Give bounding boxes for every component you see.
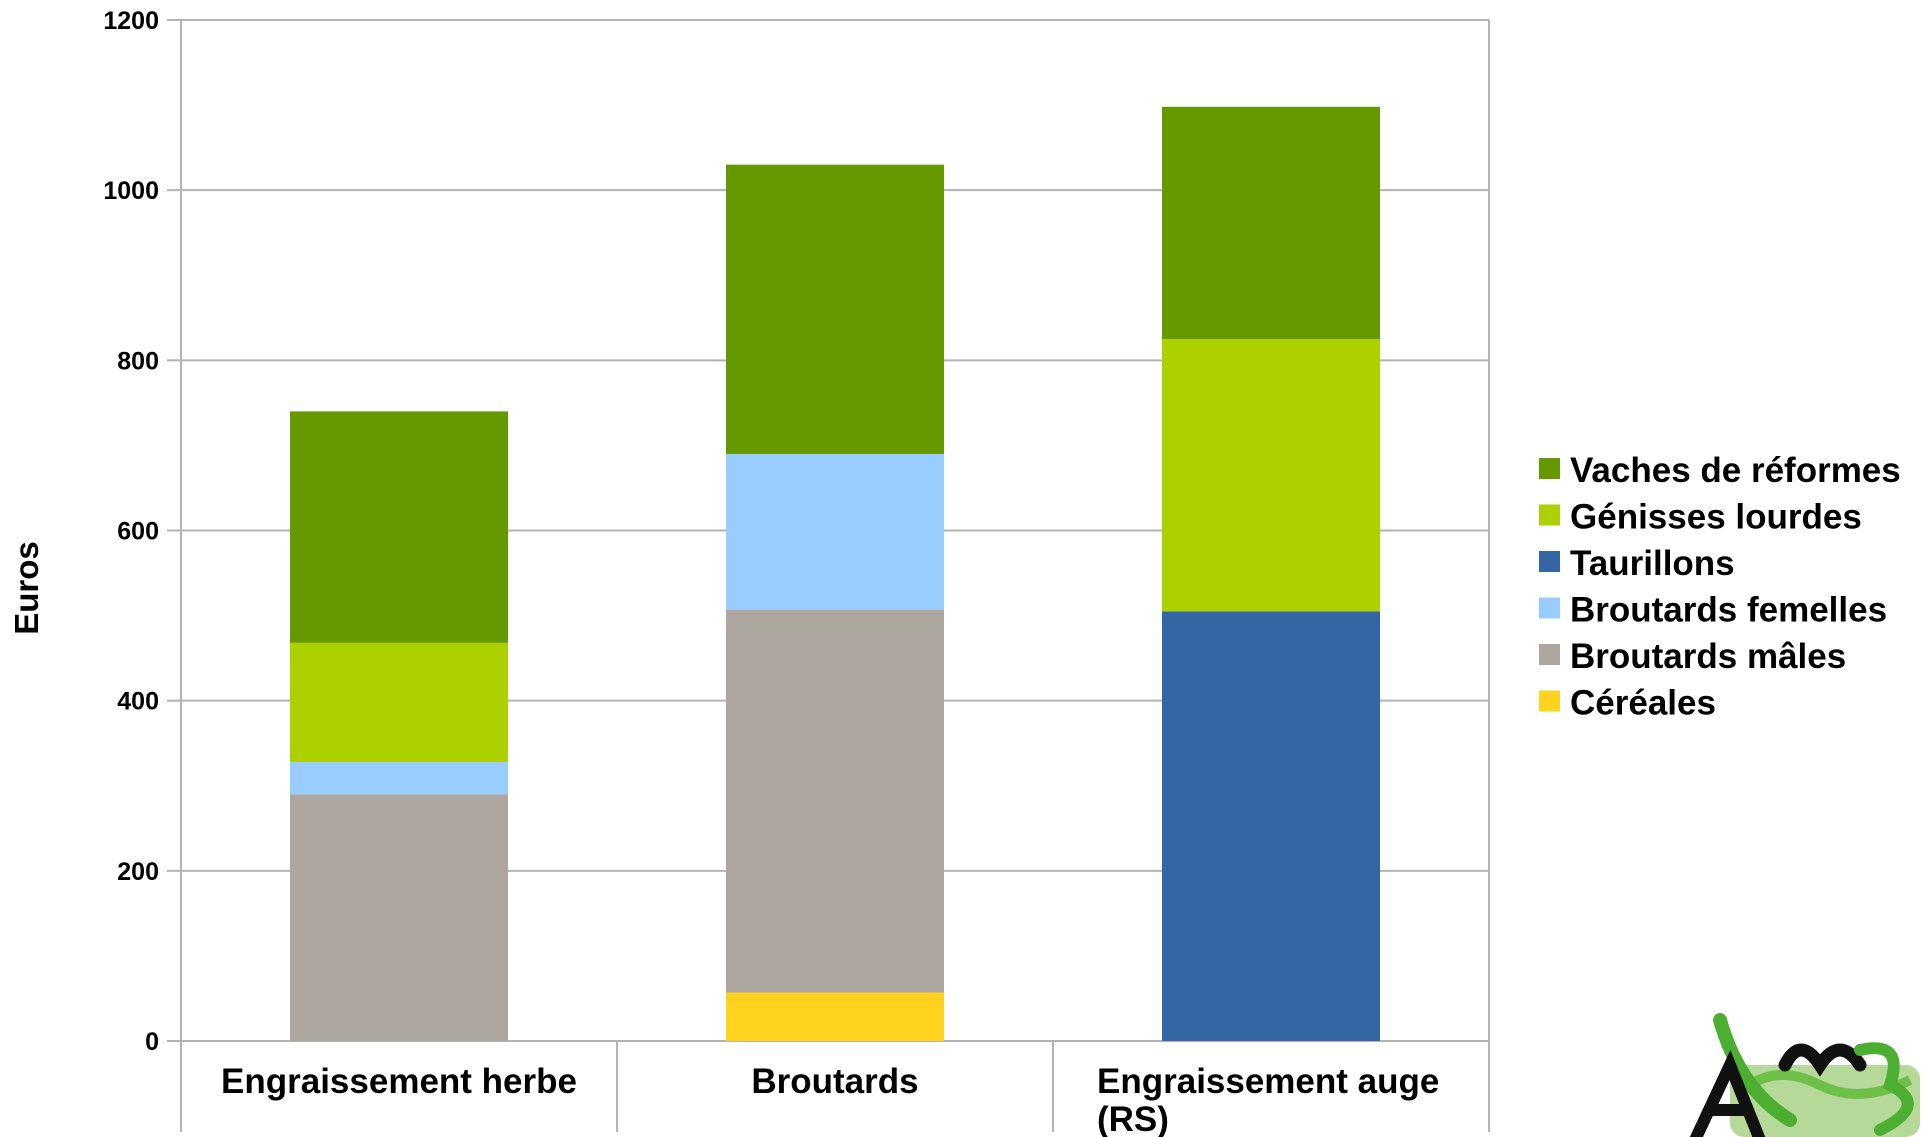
legend-swatch	[1539, 597, 1560, 619]
bars	[290, 106, 1380, 1041]
bar-segment	[1162, 339, 1380, 612]
bar-segment	[290, 411, 508, 643]
legend-swatch	[1539, 644, 1560, 665]
bar-segment	[290, 794, 508, 1041]
x-category-label: (RS)	[1097, 1100, 1169, 1137]
legend-label: Vaches de réformes	[1570, 451, 1901, 490]
y-axis-label: Euros	[8, 541, 45, 635]
y-tick-label: 0	[145, 1028, 159, 1056]
bar-segment	[290, 761, 508, 795]
bar-segment	[726, 609, 944, 993]
legend-swatch	[1539, 690, 1560, 712]
x-category-label: Engraissement auge	[1097, 1062, 1439, 1101]
adm3-logo	[1689, 1013, 1920, 1137]
category-labels: Engraissement herbe Broutards Engraissemen…	[221, 1062, 1439, 1137]
x-category-label: Broutards	[751, 1062, 918, 1101]
y-tick-label: 1200	[103, 7, 159, 35]
legend-label: Génisses lourdes	[1570, 498, 1862, 537]
y-tick-label: 1000	[103, 177, 159, 205]
bar-segment	[726, 453, 944, 610]
legend-label: Broutards femelles	[1570, 591, 1887, 630]
legend: Vaches de réformes Génisses lourdes Tauril…	[1539, 451, 1901, 723]
legend-swatch	[1539, 551, 1560, 572]
y-tick-label: 200	[117, 858, 159, 886]
legend-label: Céréales	[1570, 684, 1716, 723]
bar-segment	[726, 992, 944, 1041]
bar-segment	[1162, 106, 1380, 340]
bar-segment	[1162, 611, 1380, 1041]
x-category-label: Engraissement herbe	[221, 1062, 577, 1101]
y-tick-label: 400	[117, 688, 159, 716]
bar-segment	[726, 164, 944, 454]
legend-label: Taurillons	[1570, 544, 1735, 583]
legend-swatch	[1539, 504, 1560, 526]
legend-swatch	[1539, 458, 1560, 479]
bar-segment	[290, 642, 508, 762]
y-tick-labels: 0 200 400 600 800 1000 1200	[103, 7, 159, 1056]
legend-label: Broutards mâles	[1570, 637, 1846, 676]
y-tick-label: 600	[117, 518, 159, 546]
y-tick-label: 800	[117, 347, 159, 375]
axes	[167, 19, 1490, 1132]
